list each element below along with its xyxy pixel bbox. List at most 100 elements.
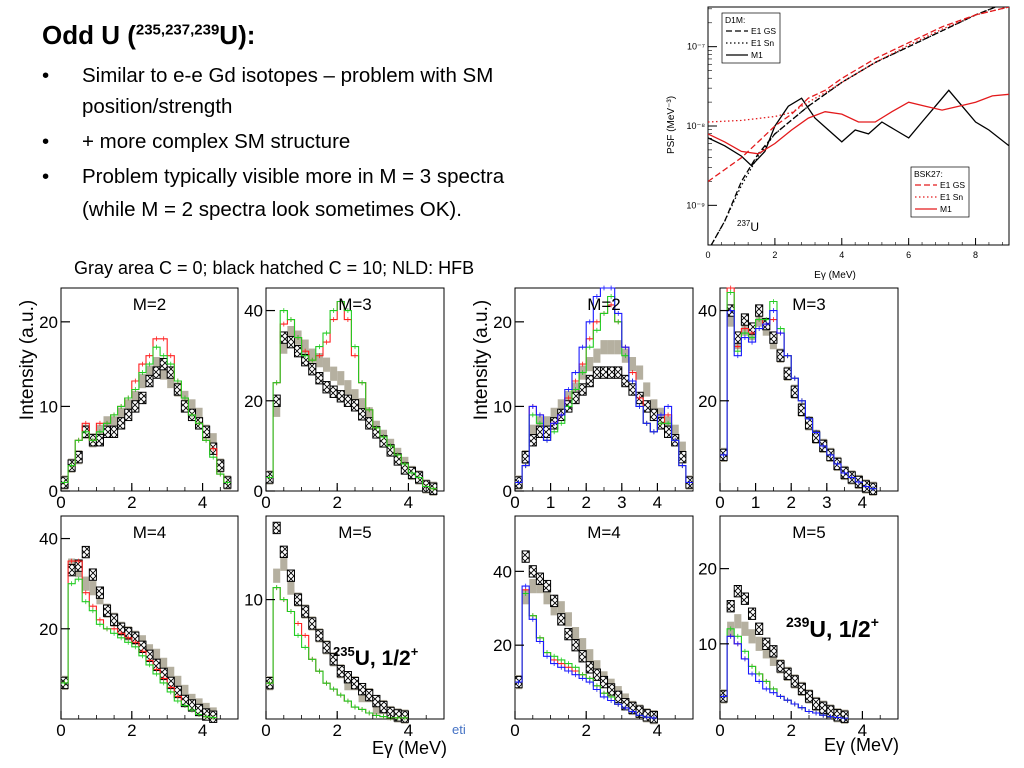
c0-band-bin [273, 402, 281, 417]
c10-hatched-bin [336, 665, 345, 678]
psf-x-tick-label: 0 [705, 250, 710, 260]
c0-band-bin [117, 407, 125, 422]
psf-legend-entry: E1 Sn [751, 38, 774, 48]
slide-title: Odd U (235,237,239U): [42, 20, 255, 51]
c10-hatched-bin [124, 408, 133, 422]
u235-annotation-main: U, 1/2 [355, 647, 411, 670]
panel-u239-m2: 0 1 2 3 4 0 10 20 M=2 [493, 285, 694, 512]
c10-hatched-bin [308, 363, 317, 376]
x-tick-label: 2 [786, 493, 795, 512]
x-tick-label: 4 [653, 493, 662, 512]
c10-hatched-bin [762, 637, 771, 650]
c0-band-bin [607, 340, 615, 355]
c0-band-bin [89, 581, 97, 596]
c10-hatched-bin [726, 600, 735, 613]
y-tick-label: 40 [493, 562, 512, 581]
c10-hatched-bin [110, 425, 119, 438]
c10-hatched-bin [329, 653, 338, 666]
c0-band-bin [593, 348, 601, 363]
x-tick-label: 1 [751, 493, 760, 512]
psf-x-tick-label: 6 [906, 250, 911, 260]
psf-x-axis-label: Eγ (MeV) [814, 270, 856, 281]
x-tick-label: 4 [198, 721, 207, 740]
c10-hatched-bin [628, 383, 637, 396]
c0-band-bin [365, 407, 373, 422]
panel-frame [719, 287, 899, 492]
c0-band-bin [650, 399, 658, 414]
c10-hatched-bin [804, 690, 814, 703]
c10-hatched-bin [74, 450, 83, 464]
c10-hatched-bin [350, 399, 360, 412]
u235-annotation-sup: 235 [333, 644, 355, 659]
c10-hatched-bin [117, 417, 126, 430]
c10-hatched-bin [535, 425, 544, 438]
u239-annotation-sup: 239 [786, 614, 810, 630]
c10-hatched-bin [747, 607, 757, 620]
c10-hatched-bin [322, 381, 331, 394]
c10-hatched-bin [790, 675, 799, 688]
green-histogram [266, 300, 437, 490]
y-tick-label: 40 [39, 530, 58, 549]
c0-band-bin [543, 590, 551, 605]
psf-legend-entry: M1 [751, 50, 763, 60]
psf-nucleus-main: U [750, 220, 759, 234]
u239-intensity-label: Intensity (a.u.) [471, 300, 492, 420]
psf-plot-area: 0 2 4 6 8 10⁻⁹ 10⁻⁸ 10⁻⁷ [686, 6, 1010, 260]
x-tick-label: 2 [332, 721, 341, 740]
c10-hatched-bin [528, 565, 537, 578]
x-tick-label: 0 [510, 721, 519, 740]
c0-band-bin [769, 651, 777, 666]
c10-hatched-bin [769, 331, 778, 344]
c10-hatched-bin [528, 434, 537, 447]
c0-band-bin [536, 579, 544, 594]
c0-band-bin [755, 636, 763, 651]
green-histogram [266, 587, 409, 719]
psf-series-d1m-e1-sn [710, 7, 996, 245]
y-tick-label: 20 [698, 560, 717, 579]
c10-hatched-bin [521, 550, 530, 563]
x-tick-label: 0 [56, 493, 65, 512]
panel-u235-m5: 0 2 4 10 M=5 [244, 515, 445, 740]
c10-hatched-bin [755, 304, 764, 317]
x-tick-label: 3 [822, 493, 831, 512]
c10-hatched-bin [315, 629, 324, 642]
blue-histogram [720, 310, 877, 490]
c10-hatched-bin [649, 408, 658, 422]
c10-hatched-bin [797, 403, 806, 416]
c10-hatched-bin [776, 349, 785, 362]
x-tick-label: 2 [581, 721, 590, 740]
panel-u239-m5: 0 2 4 10 20 M=5 [698, 515, 899, 740]
panel-u239-m4: 0 2 4 20 40 M=4 [493, 515, 694, 740]
c0-band-bin [351, 389, 359, 404]
x-tick-label: 0 [56, 721, 65, 740]
bullet-3-line-1: Problem typically visible more in M = 3 … [82, 165, 505, 188]
c0-band-bin [131, 390, 139, 406]
c0-band-bin [82, 576, 90, 591]
c10-hatched-bin [166, 366, 175, 379]
c0-band-bin [160, 365, 168, 380]
c10-hatched-bin [365, 417, 374, 430]
y-tick-label: 0 [503, 482, 512, 501]
y-tick-label: 0 [254, 482, 263, 501]
c0-band-bin [571, 627, 580, 642]
x-tick-label: 0 [261, 493, 270, 512]
c10-hatched-bin [550, 594, 559, 608]
c0-band-bin [586, 357, 594, 372]
c10-hatched-bin [783, 667, 792, 681]
c0-band-bin [138, 373, 146, 389]
c0-band-bin [586, 649, 594, 664]
c10-hatched-bin [286, 569, 295, 582]
c10-hatched-bin [88, 568, 97, 581]
c10-hatched-bin [614, 690, 623, 704]
psf-series-bsk27-e1-sn [708, 7, 1009, 123]
x-tick-label: 2 [786, 721, 795, 740]
title-superscript: 235,237,239 [135, 21, 220, 39]
panel-multiplicity-label: M=2 [587, 295, 621, 314]
c10-hatched-bin [797, 682, 806, 696]
c0-band-bin [153, 357, 161, 372]
c0-band-bin [678, 441, 686, 456]
c10-hatched-bin [521, 450, 530, 464]
psf-legend-entry: E1 GS [751, 26, 776, 36]
panel-u235-m2: 0 2 4 0 10 20 M=2 [39, 287, 239, 512]
